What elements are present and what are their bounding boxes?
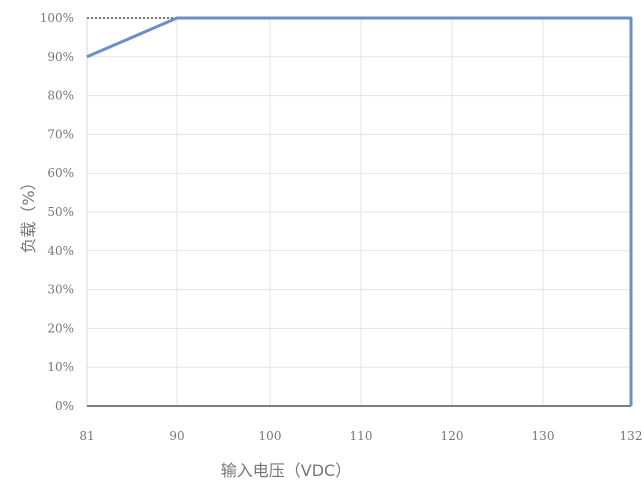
y-tick-label: 20% [47, 321, 74, 335]
x-tick-label: 90 [169, 429, 184, 443]
y-tick-label: 30% [47, 283, 74, 297]
y-tick-label: 100% [40, 11, 74, 25]
y-tick-label: 60% [47, 166, 74, 180]
x-axis-title: 输入电压（VDC） [221, 461, 351, 480]
y-tick-label: 90% [47, 50, 74, 64]
y-tick-labels: 0% 10% 20% 30% 40% 50% 60% 70% 80% 90% 100% [40, 11, 74, 413]
y-tick-label: 40% [47, 244, 74, 258]
series-line-0 [86, 16, 633, 406]
x-tick-label: 100 [259, 429, 282, 443]
y-tick-label: 70% [47, 127, 74, 141]
y-axis-title: 负载（%） [19, 174, 38, 253]
y-tick-label: 50% [47, 205, 74, 219]
x-tick-labels: 81 90 100 110 120 130 132 [79, 429, 642, 443]
x-tick-label: 132 [620, 429, 643, 443]
x-tick-label: 130 [532, 429, 555, 443]
grid [86, 17, 632, 407]
series-layer [86, 16, 633, 407]
y-tick-label: 0% [55, 399, 74, 413]
x-tick-label: 81 [79, 429, 94, 443]
y-tick-label: 10% [47, 360, 74, 374]
x-tick-label: 110 [350, 429, 373, 443]
x-tick-label: 120 [441, 429, 464, 443]
y-tick-label: 80% [47, 89, 74, 103]
